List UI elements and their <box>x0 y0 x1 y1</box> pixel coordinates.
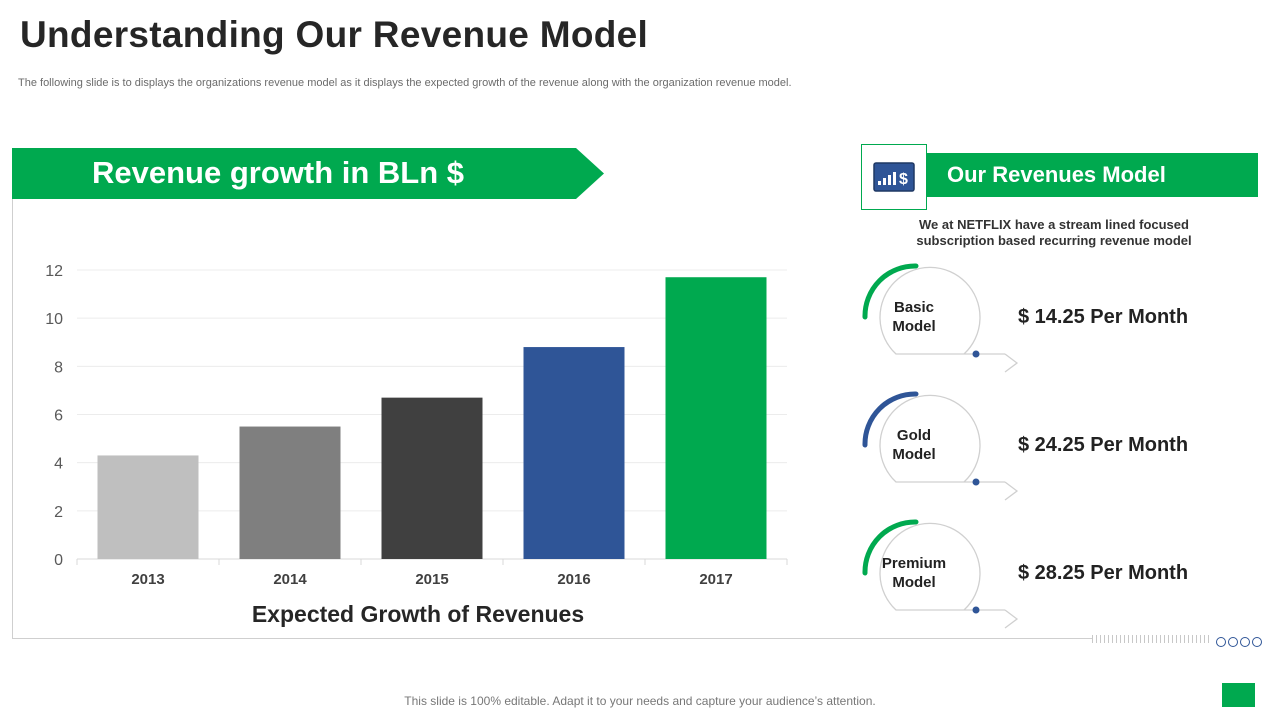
revenue-model-description: We at NETFLIX have a stream lined focuse… <box>916 217 1192 248</box>
revenue-icon-box: $ <box>861 144 927 210</box>
x-tick-label: 2017 <box>699 571 732 588</box>
y-tick-label: 6 <box>54 408 63 425</box>
dollar-chart-icon: $ <box>873 162 915 192</box>
plan-name-premium: Premium Model <box>881 555 947 591</box>
decorative-ring <box>1240 637 1250 647</box>
chart-banner <box>12 148 604 199</box>
decorative-ring <box>1216 637 1226 647</box>
decorative-ring <box>1228 637 1238 647</box>
plan-arc-basic <box>862 263 1019 373</box>
bar-2013 <box>97 455 199 559</box>
plan-name-gold: Gold Model <box>892 427 936 463</box>
revenue-bar-chart: 0 2 4 6 8 10 12 2013 2014 2015 2016 2017 <box>45 263 788 588</box>
y-tick-label: 10 <box>45 311 63 328</box>
y-tick-label: 2 <box>54 504 63 521</box>
chart-banner-title: Revenue growth in BLn $ <box>92 155 465 190</box>
svg-text:$: $ <box>899 171 908 188</box>
plan-price-basic: $ 14.25 Per Month <box>1018 306 1189 328</box>
bar-2017 <box>665 277 767 559</box>
x-tick-label: 2014 <box>273 571 307 588</box>
bar-2016 <box>523 347 625 559</box>
y-tick-label: 4 <box>54 456 63 473</box>
x-tick-label: 2013 <box>131 571 164 588</box>
slide-subtitle: The following slide is to displays the o… <box>18 77 792 89</box>
x-tick-label: 2015 <box>415 571 448 588</box>
plan-arc-accent <box>862 391 919 448</box>
plan-price-gold: $ 24.25 Per Month <box>1018 434 1189 456</box>
slide-title: Understanding Our Revenue Model <box>20 14 649 55</box>
chart-x-axis-label: Expected Growth of Revenues <box>251 601 585 627</box>
bar-2015 <box>381 397 483 559</box>
y-tick-label: 8 <box>54 359 63 376</box>
bar-2014 <box>239 426 341 559</box>
footer-note: This slide is 100% editable. Adapt it to… <box>404 694 876 708</box>
chart-panel <box>12 148 1093 639</box>
decorative-ring <box>1252 637 1262 647</box>
decorative-dotted-line <box>1092 635 1210 643</box>
plan-name-basic: Basic Model <box>892 299 936 335</box>
revenue-model-heading: Our Revenues Model <box>947 162 1166 187</box>
plan-arc-accent <box>862 263 919 320</box>
plan-arc-premium <box>862 519 1019 629</box>
plan-arc-accent <box>862 519 919 576</box>
y-tick-label: 0 <box>54 552 63 569</box>
plan-price-premium: $ 28.25 Per Month <box>1018 562 1189 584</box>
decorative-corner-box <box>1222 683 1255 707</box>
y-tick-label: 12 <box>45 263 63 280</box>
revenue-model-banner <box>925 153 1258 197</box>
x-tick-label: 2016 <box>557 571 590 588</box>
plan-arc-gold <box>862 391 1019 501</box>
